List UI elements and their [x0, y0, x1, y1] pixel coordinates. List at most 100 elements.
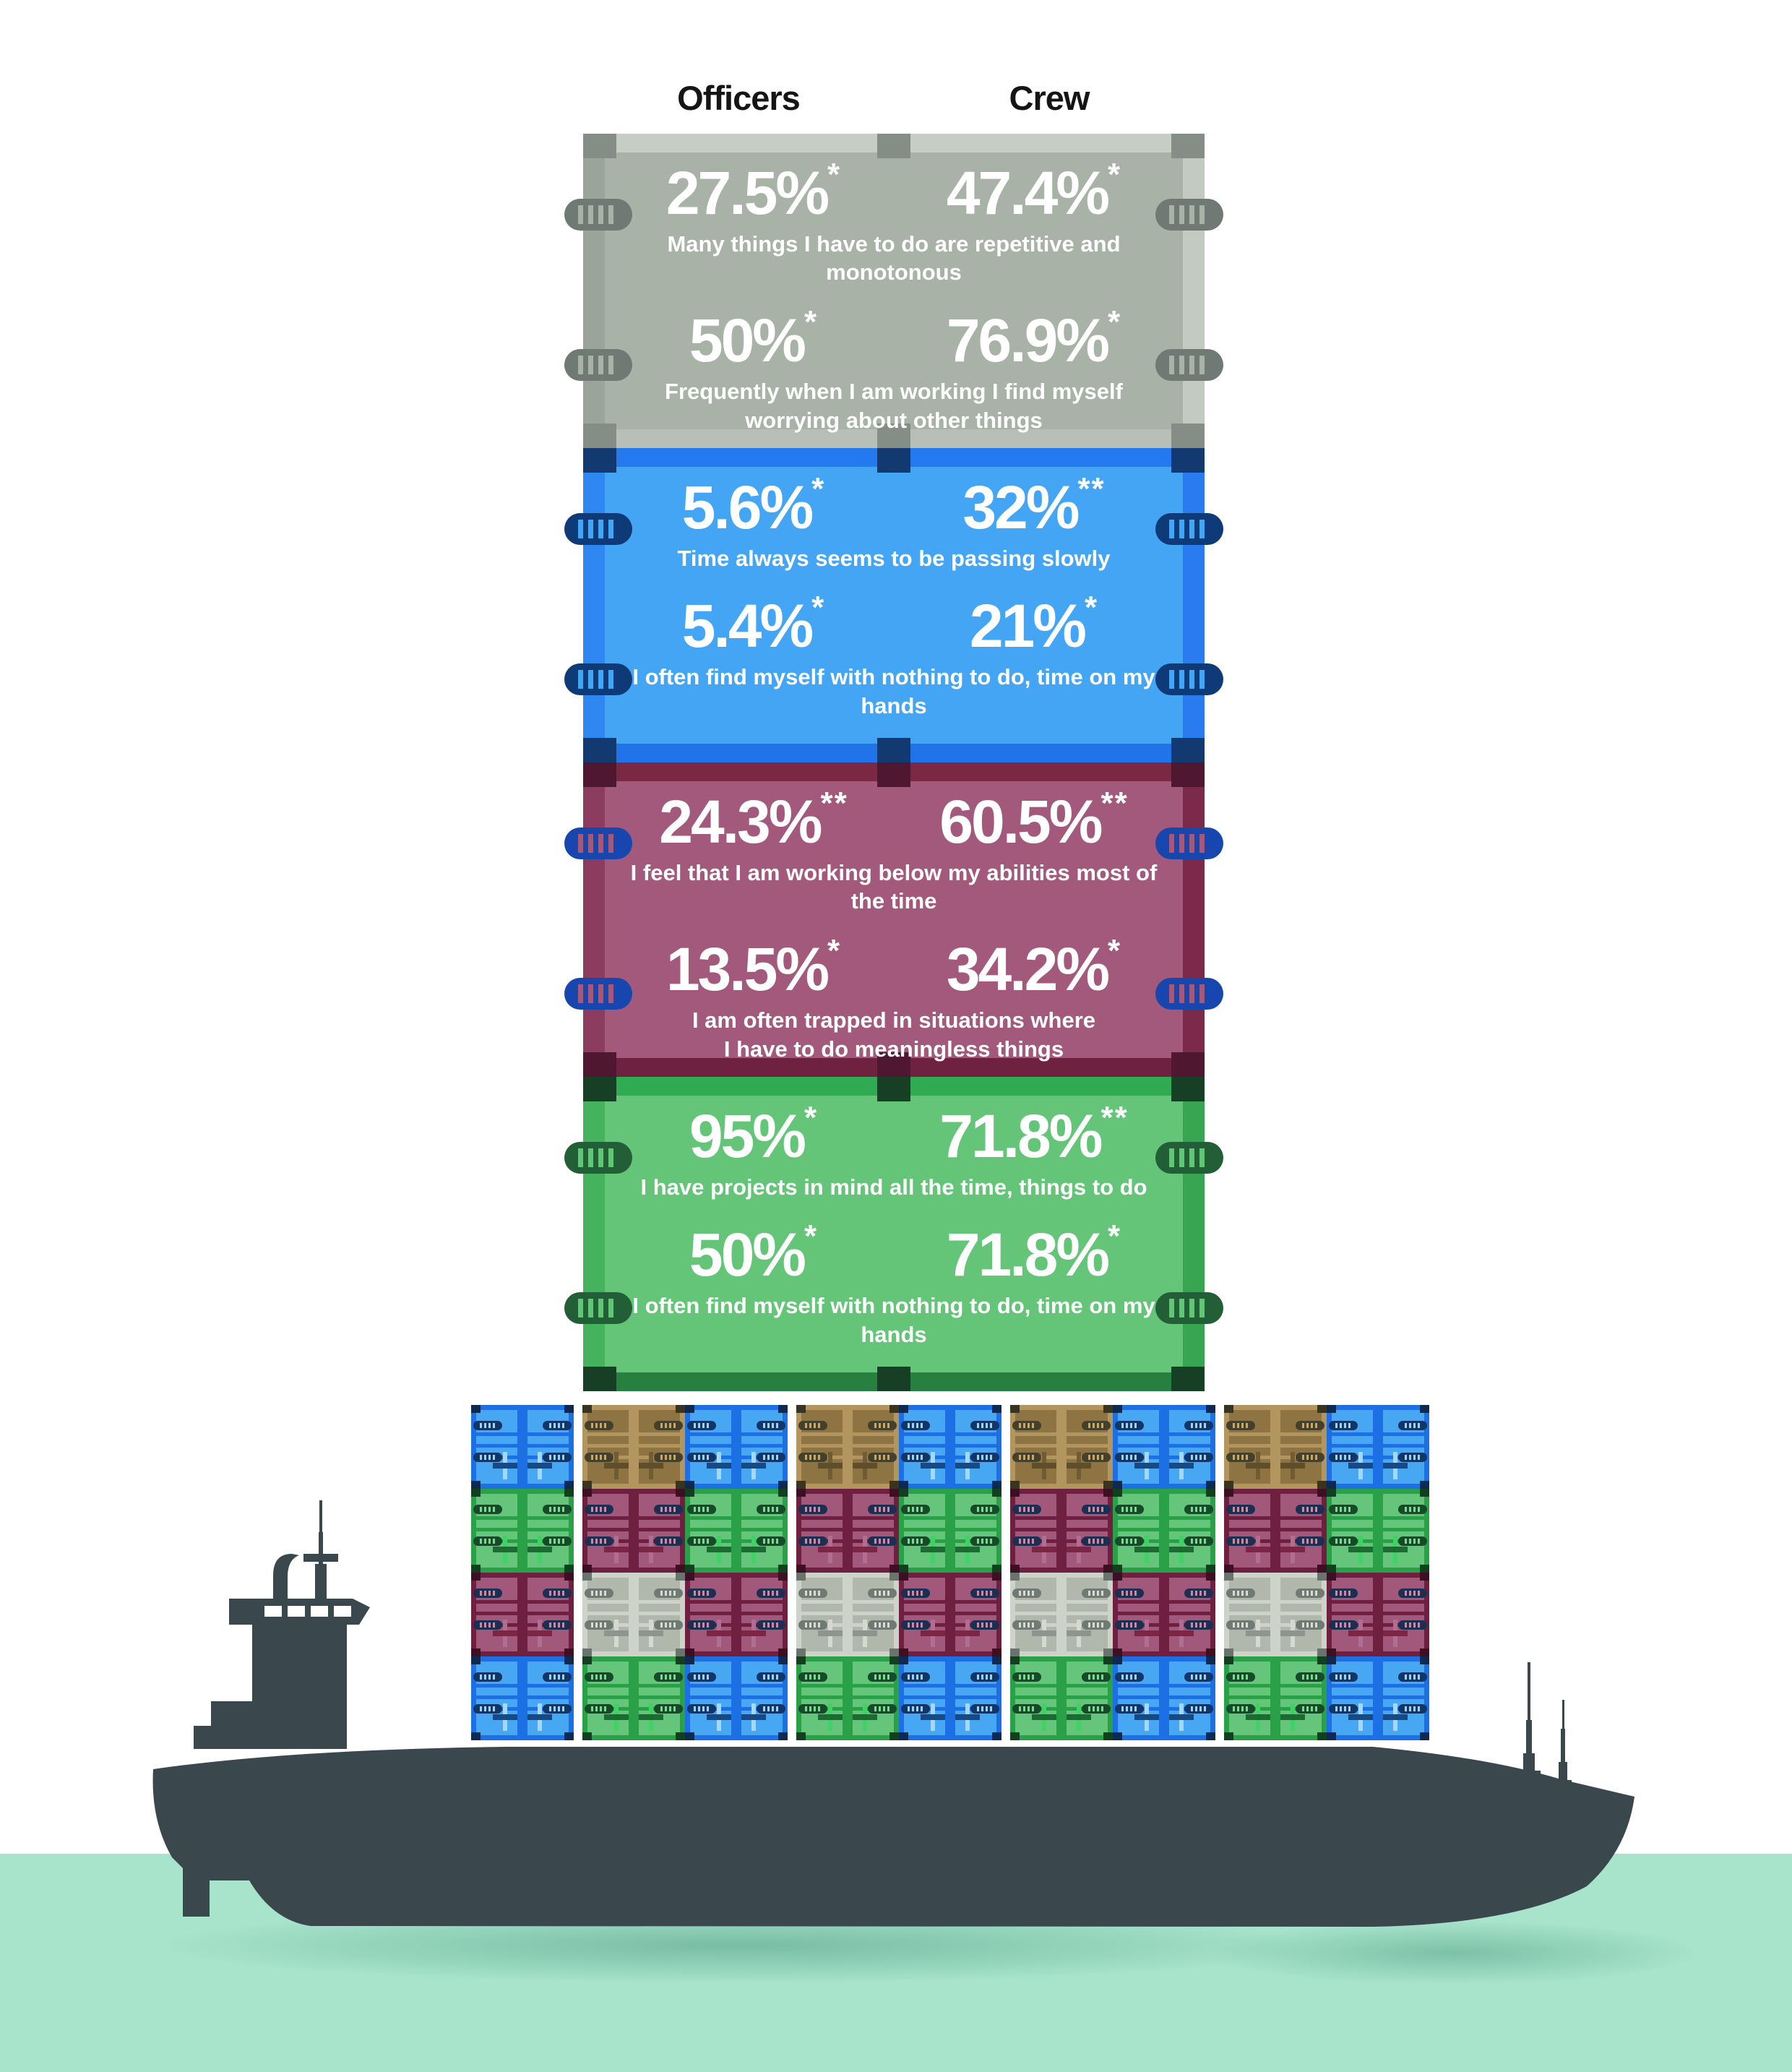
container-handle-icon [868, 1421, 897, 1430]
container-handle-icon [543, 1453, 572, 1462]
container-handle-icon [901, 1620, 930, 1630]
container-handle-icon [543, 1672, 572, 1682]
container-handle-icon [543, 1589, 572, 1598]
container-handle-icon [1296, 1536, 1324, 1546]
container-handle-icon [970, 1453, 999, 1462]
officers-stat-value: 13.5%* [665, 933, 842, 1004]
officers-stat-value: 50%* [689, 304, 819, 375]
container-handle-icon [1329, 1704, 1358, 1714]
container-handle-icon [687, 1620, 716, 1630]
container-handle-icon [1296, 1620, 1324, 1630]
container-handle-icon [1226, 1421, 1255, 1430]
container-handle-icon [564, 513, 632, 545]
cargo-container-red [1010, 1489, 1113, 1573]
container-handle-icon [970, 1672, 999, 1682]
container-handle-icon [687, 1421, 716, 1430]
container-handle-icon [1329, 1672, 1358, 1682]
cargo-container-blue [685, 1405, 788, 1489]
container-handle-icon [868, 1505, 897, 1514]
container-handle-icon [1296, 1672, 1324, 1682]
container-section-gray: 27.5%* 47.4%* Many things I have to do a… [564, 134, 1223, 448]
cargo-container-gray [796, 1573, 899, 1656]
container-handle-icon [564, 978, 632, 1010]
container-handle-icon [473, 1453, 502, 1462]
container-handle-icon [1115, 1620, 1144, 1630]
container-handle-icon [1184, 1421, 1213, 1430]
cargo-grid [471, 1405, 1429, 1740]
cargo-container-green [471, 1489, 574, 1573]
cargo-container-red [685, 1573, 788, 1656]
container-handle-icon [868, 1620, 897, 1630]
container-handle-icon [1082, 1704, 1111, 1714]
cargo-container-brown [1224, 1405, 1327, 1489]
cargo-container-brown [582, 1405, 685, 1489]
significance-marker: ** [1077, 471, 1106, 507]
cargo-container-blue [1327, 1656, 1429, 1740]
container-handle-icon [687, 1589, 716, 1598]
container-handle-icon [1296, 1421, 1324, 1430]
container-handle-icon [543, 1620, 572, 1630]
officers-column-header: Officers [677, 79, 801, 117]
container-handle-icon [585, 1620, 613, 1630]
container-corner-post [583, 467, 605, 744]
cargo-container-blue [899, 1656, 1001, 1740]
container-handle-icon [1329, 1589, 1358, 1598]
container-handle-icon [901, 1453, 930, 1462]
significance-marker: * [1085, 590, 1099, 626]
crew-stat-value: 60.5%** [939, 786, 1129, 856]
container-handle-icon [564, 1142, 632, 1174]
container-handle-icon [543, 1704, 572, 1714]
container-handle-icon [901, 1704, 930, 1714]
container-handle-icon [970, 1536, 999, 1546]
statistic-container-tower: 27.5%* 47.4%* Many things I have to do a… [564, 134, 1223, 1391]
cargo-container-blue [899, 1405, 1001, 1489]
container-handle-icon [473, 1536, 502, 1546]
container-handle-icon [1082, 1589, 1111, 1598]
container-handle-icon [798, 1704, 827, 1714]
bridge-windows [264, 1606, 351, 1617]
container-section-red: 24.3%** 60.5%** I feel that I am working… [564, 762, 1223, 1077]
container-handle-icon [473, 1505, 502, 1514]
container-handle-icon [654, 1453, 683, 1462]
container-handle-icon [798, 1672, 827, 1682]
container-handle-icon [1398, 1421, 1427, 1430]
container-handle-icon [868, 1704, 897, 1714]
container-handle-icon [970, 1704, 999, 1714]
cargo-container-red [1113, 1573, 1215, 1656]
container-handle-icon [901, 1421, 930, 1430]
container-handle-icon [1226, 1505, 1255, 1514]
container-handle-icon [757, 1505, 785, 1514]
container-handle-icon [564, 1292, 632, 1324]
stat-caption: I am often trapped in situations where I … [692, 1007, 1096, 1062]
container-handle-icon [868, 1536, 897, 1546]
container-handle-icon [473, 1589, 502, 1598]
container-handle-icon [798, 1453, 827, 1462]
container-handle-icon [1155, 663, 1223, 695]
container-corner-post [1183, 781, 1205, 1058]
container-handle-icon [1184, 1620, 1213, 1630]
container-handle-icon [1329, 1620, 1358, 1630]
container-handle-icon [543, 1505, 572, 1514]
container-handle-icon [901, 1672, 930, 1682]
container-handle-icon [473, 1421, 502, 1430]
container-handle-icon [1012, 1421, 1041, 1430]
cargo-container-red [796, 1489, 899, 1573]
cargo-row [471, 1656, 1429, 1740]
container-handle-icon [654, 1704, 683, 1714]
container-handle-icon [585, 1704, 613, 1714]
container-handle-icon [798, 1536, 827, 1546]
container-handle-icon [757, 1589, 785, 1598]
container-handle-icon [1012, 1704, 1041, 1714]
container-handle-icon [798, 1620, 827, 1630]
container-handle-icon [1184, 1453, 1213, 1462]
container-handle-icon [585, 1453, 613, 1462]
container-handle-icon [798, 1505, 827, 1514]
container-handle-icon [473, 1704, 502, 1714]
container-handle-icon [1329, 1453, 1358, 1462]
container-handle-icon [757, 1704, 785, 1714]
container-handle-icon [1296, 1704, 1324, 1714]
container-handle-icon [1398, 1505, 1427, 1514]
significance-marker: * [1108, 1218, 1122, 1255]
cargo-container-blue [471, 1405, 574, 1489]
column-headers: Officers Crew [583, 78, 1205, 118]
